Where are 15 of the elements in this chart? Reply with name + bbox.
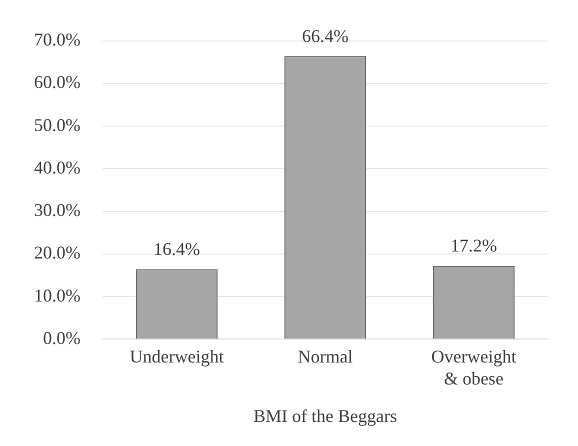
y-tick-label: 70.0% [34, 30, 80, 50]
x-axis-title: BMI of the Beggars [254, 406, 397, 426]
y-tick-label: 40.0% [34, 157, 80, 178]
y-tick-label: 30.0% [34, 200, 80, 220]
x-tick-label: Normal [298, 346, 353, 367]
y-tick-label: 50.0% [34, 114, 80, 135]
data-label: 17.2% [450, 236, 497, 256]
y-tick-label: 60.0% [34, 72, 80, 92]
x-tick-label: Overweight & obese [431, 346, 516, 388]
data-label: 66.4% [302, 26, 348, 46]
data-label: 16.4% [153, 239, 200, 260]
y-tick-label: 20.0% [34, 242, 80, 263]
y-tick-label: 0.0% [42, 328, 80, 348]
y-tick-label: 10.0% [34, 285, 80, 306]
x-tick-label: Underweight [130, 346, 224, 367]
